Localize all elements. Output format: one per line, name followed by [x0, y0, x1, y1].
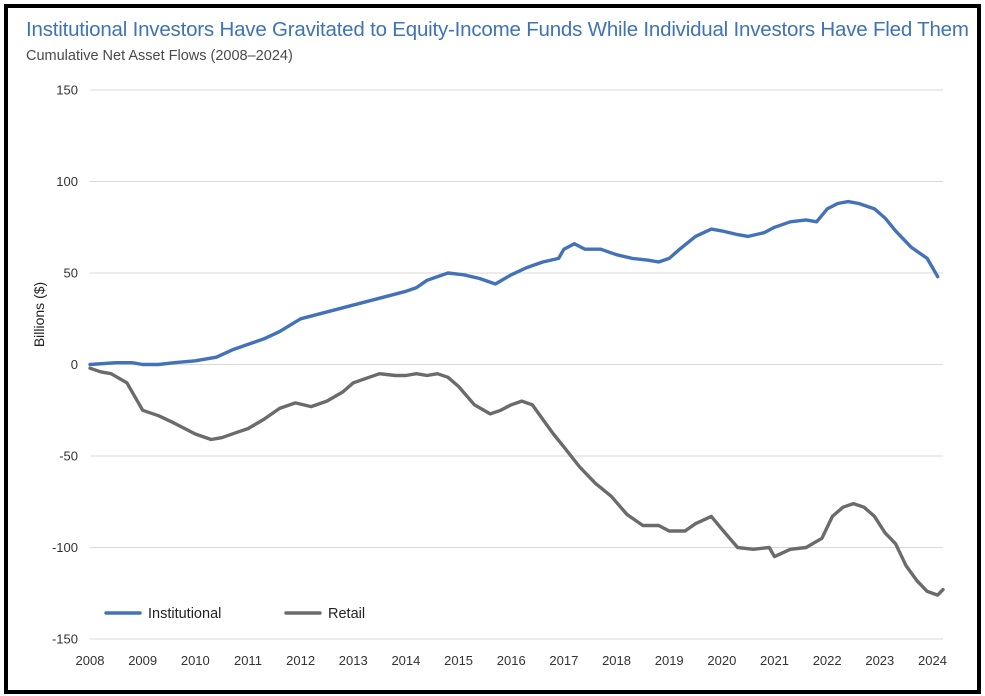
y-tick-label: 100 — [56, 174, 78, 189]
x-tick-label: 2016 — [497, 653, 526, 668]
y-tick-label: -50 — [59, 449, 78, 464]
y-axis-label: Billions ($) — [31, 282, 47, 347]
x-tick-label: 2017 — [549, 653, 578, 668]
y-tick-label: -100 — [52, 540, 78, 555]
x-tick-label: 2011 — [234, 653, 262, 668]
chart-title: Institutional Investors Have Gravitated … — [26, 18, 969, 41]
x-tick-label: 2013 — [339, 653, 368, 668]
x-tick-label: 2015 — [444, 653, 473, 668]
x-tick-label: 2024 — [918, 653, 947, 668]
x-tick-label: 2009 — [128, 653, 157, 668]
legend-label-retail: Retail — [328, 606, 365, 622]
x-tick-label: 2008 — [76, 653, 105, 668]
y-tick-label: -150 — [52, 632, 78, 647]
y-tick-label: 50 — [64, 266, 78, 281]
series-line-institutional — [88, 199, 940, 367]
x-tick-label: 2012 — [286, 653, 315, 668]
x-tick-label: 2019 — [655, 653, 684, 668]
chart-frame: Institutional Investors Have Gravitated … — [4, 4, 981, 694]
x-tick-label: 2023 — [865, 653, 894, 668]
y-tick-label: 0 — [71, 357, 78, 372]
y-tick-label: 150 — [56, 83, 78, 98]
x-tick-label: 2021 — [760, 653, 789, 668]
x-tick-label: 2020 — [707, 653, 736, 668]
series-line-retail — [88, 366, 945, 597]
x-tick-label: 2014 — [391, 653, 420, 668]
x-tick-label: 2022 — [813, 653, 842, 668]
legend-label-institutional: Institutional — [148, 606, 221, 622]
chart-subtitle: Cumulative Net Asset Flows (2008–2024) — [26, 48, 293, 64]
x-tick-label: 2018 — [602, 653, 631, 668]
x-tick-label: 2010 — [181, 653, 210, 668]
